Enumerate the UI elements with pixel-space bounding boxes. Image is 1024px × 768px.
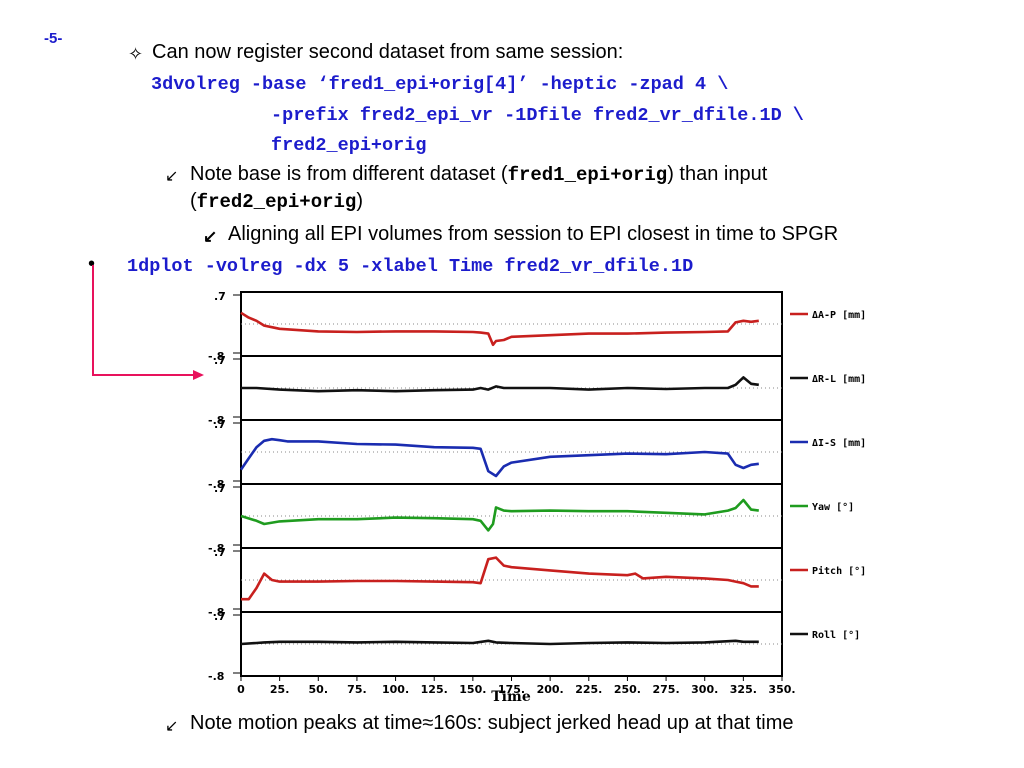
arrow-bullet-icon: ↙ xyxy=(165,168,179,185)
legend-label-3: Yaw [°] xyxy=(812,502,854,513)
legend-label-0: ΔA-P [mm] xyxy=(812,310,866,321)
y-tick-top: .7 xyxy=(214,610,226,623)
bullet2-code: 1dplot -volreg -dx 5 -xlabel Time fred2_… xyxy=(127,256,694,277)
y-tick-top: .7 xyxy=(214,354,226,367)
x-axis-label: Time xyxy=(491,689,531,705)
x-tick-label: 275. xyxy=(653,683,680,696)
page-number: -5- xyxy=(44,30,63,47)
bullet-dot: • xyxy=(88,253,96,275)
note1-line2: (fred2_epi+orig) xyxy=(190,190,363,213)
x-tick-label: 300. xyxy=(691,683,718,696)
x-tick-label: 250. xyxy=(614,683,641,696)
x-tick-label: 125. xyxy=(421,683,448,696)
panel-1: .7 -.8 ΔR-L [mm] xyxy=(208,354,866,427)
y-tick-bottom: -.8 xyxy=(208,542,224,555)
series-line-5 xyxy=(240,639,759,646)
series-line-1 xyxy=(241,376,759,393)
y-tick-top: .7 xyxy=(214,290,226,303)
pointer-arrowhead xyxy=(193,370,204,380)
panel-5: .7 -.8 Roll [°] xyxy=(208,610,860,683)
panel-3: .7 -.8 Yaw [°] xyxy=(208,482,854,555)
x-tick-label: 75. xyxy=(347,683,367,696)
note1-close-paren: ) xyxy=(356,190,363,212)
legend-label-4: Pitch [°] xyxy=(812,565,866,577)
series-line-0 xyxy=(240,311,759,347)
series-line-2 xyxy=(239,437,759,478)
code-line-3: fred2_epi+orig xyxy=(271,135,427,156)
diamond-bullet-icon: ✧ xyxy=(128,44,144,64)
note1-code-a: fred1_epi+orig xyxy=(507,164,668,186)
code-line-2: -prefix fred2_epi_vr -1Dfile fred2_vr_df… xyxy=(271,105,804,126)
y-tick-top: .7 xyxy=(214,418,226,431)
note1-code-b: fred2_epi+orig xyxy=(196,191,357,213)
y-tick-bottom: -.8 xyxy=(208,478,224,491)
x-tick-label: 50. xyxy=(309,683,329,696)
x-tick-label: 100. xyxy=(382,683,409,696)
y-tick-top: .7 xyxy=(214,482,226,495)
series-line-4 xyxy=(241,556,759,601)
y-tick-bottom: -.8 xyxy=(208,606,224,619)
panel-frame xyxy=(240,547,783,613)
x-tick-label: 350. xyxy=(768,683,795,696)
panel-frame xyxy=(240,483,783,549)
legend-label-5: Roll [°] xyxy=(812,630,860,641)
x-tick-label: 225. xyxy=(575,683,602,696)
note1-middle: ) than input xyxy=(667,163,768,185)
series-line-3 xyxy=(240,498,759,532)
bullet1-text: Can now register second dataset from sam… xyxy=(152,41,624,63)
note2-text: Note motion peaks at time≈160s: subject … xyxy=(190,712,794,734)
x-tick-label: 0 xyxy=(237,683,245,696)
x-tick-label: 175. xyxy=(498,683,525,696)
y-tick-bottom: -.8 xyxy=(208,414,224,427)
y-tick-top: .7 xyxy=(214,546,226,559)
panel-0: .7 -.8 ΔA-P [mm] xyxy=(208,290,866,363)
legend-label-1: ΔR-L [mm] xyxy=(812,374,866,385)
panel-frame xyxy=(240,291,783,357)
x-tick-label: 150. xyxy=(459,683,486,696)
subnote-arrow-icon: ↙ xyxy=(203,227,218,246)
y-tick-bottom: -.8 xyxy=(208,350,224,363)
pointer-arrow-line xyxy=(92,265,198,376)
subnote-text: Aligning all EPI volumes from session to… xyxy=(228,223,839,245)
note1-open-paren: ( xyxy=(190,190,197,212)
x-tick-label: 325. xyxy=(730,683,757,696)
note1-prefix: Note base is from different dataset ( xyxy=(190,163,508,185)
note2-arrow-icon: ↙ xyxy=(165,718,179,735)
y-tick-bottom: -.8 xyxy=(208,670,224,683)
panel-4: .7 -.8 Pitch [°] xyxy=(208,546,866,619)
code-line-1: 3dvolreg -base ‘fred1_epi+orig[4]’ -hept… xyxy=(151,74,729,95)
panel-2: .7 -.8 ΔI-S [mm] xyxy=(208,418,866,491)
note1: Note base is from different dataset (fre… xyxy=(190,163,767,186)
x-tick-label: 25. xyxy=(270,683,290,696)
x-tick-label: 200. xyxy=(537,683,564,696)
legend-label-2: ΔI-S [mm] xyxy=(812,438,866,449)
